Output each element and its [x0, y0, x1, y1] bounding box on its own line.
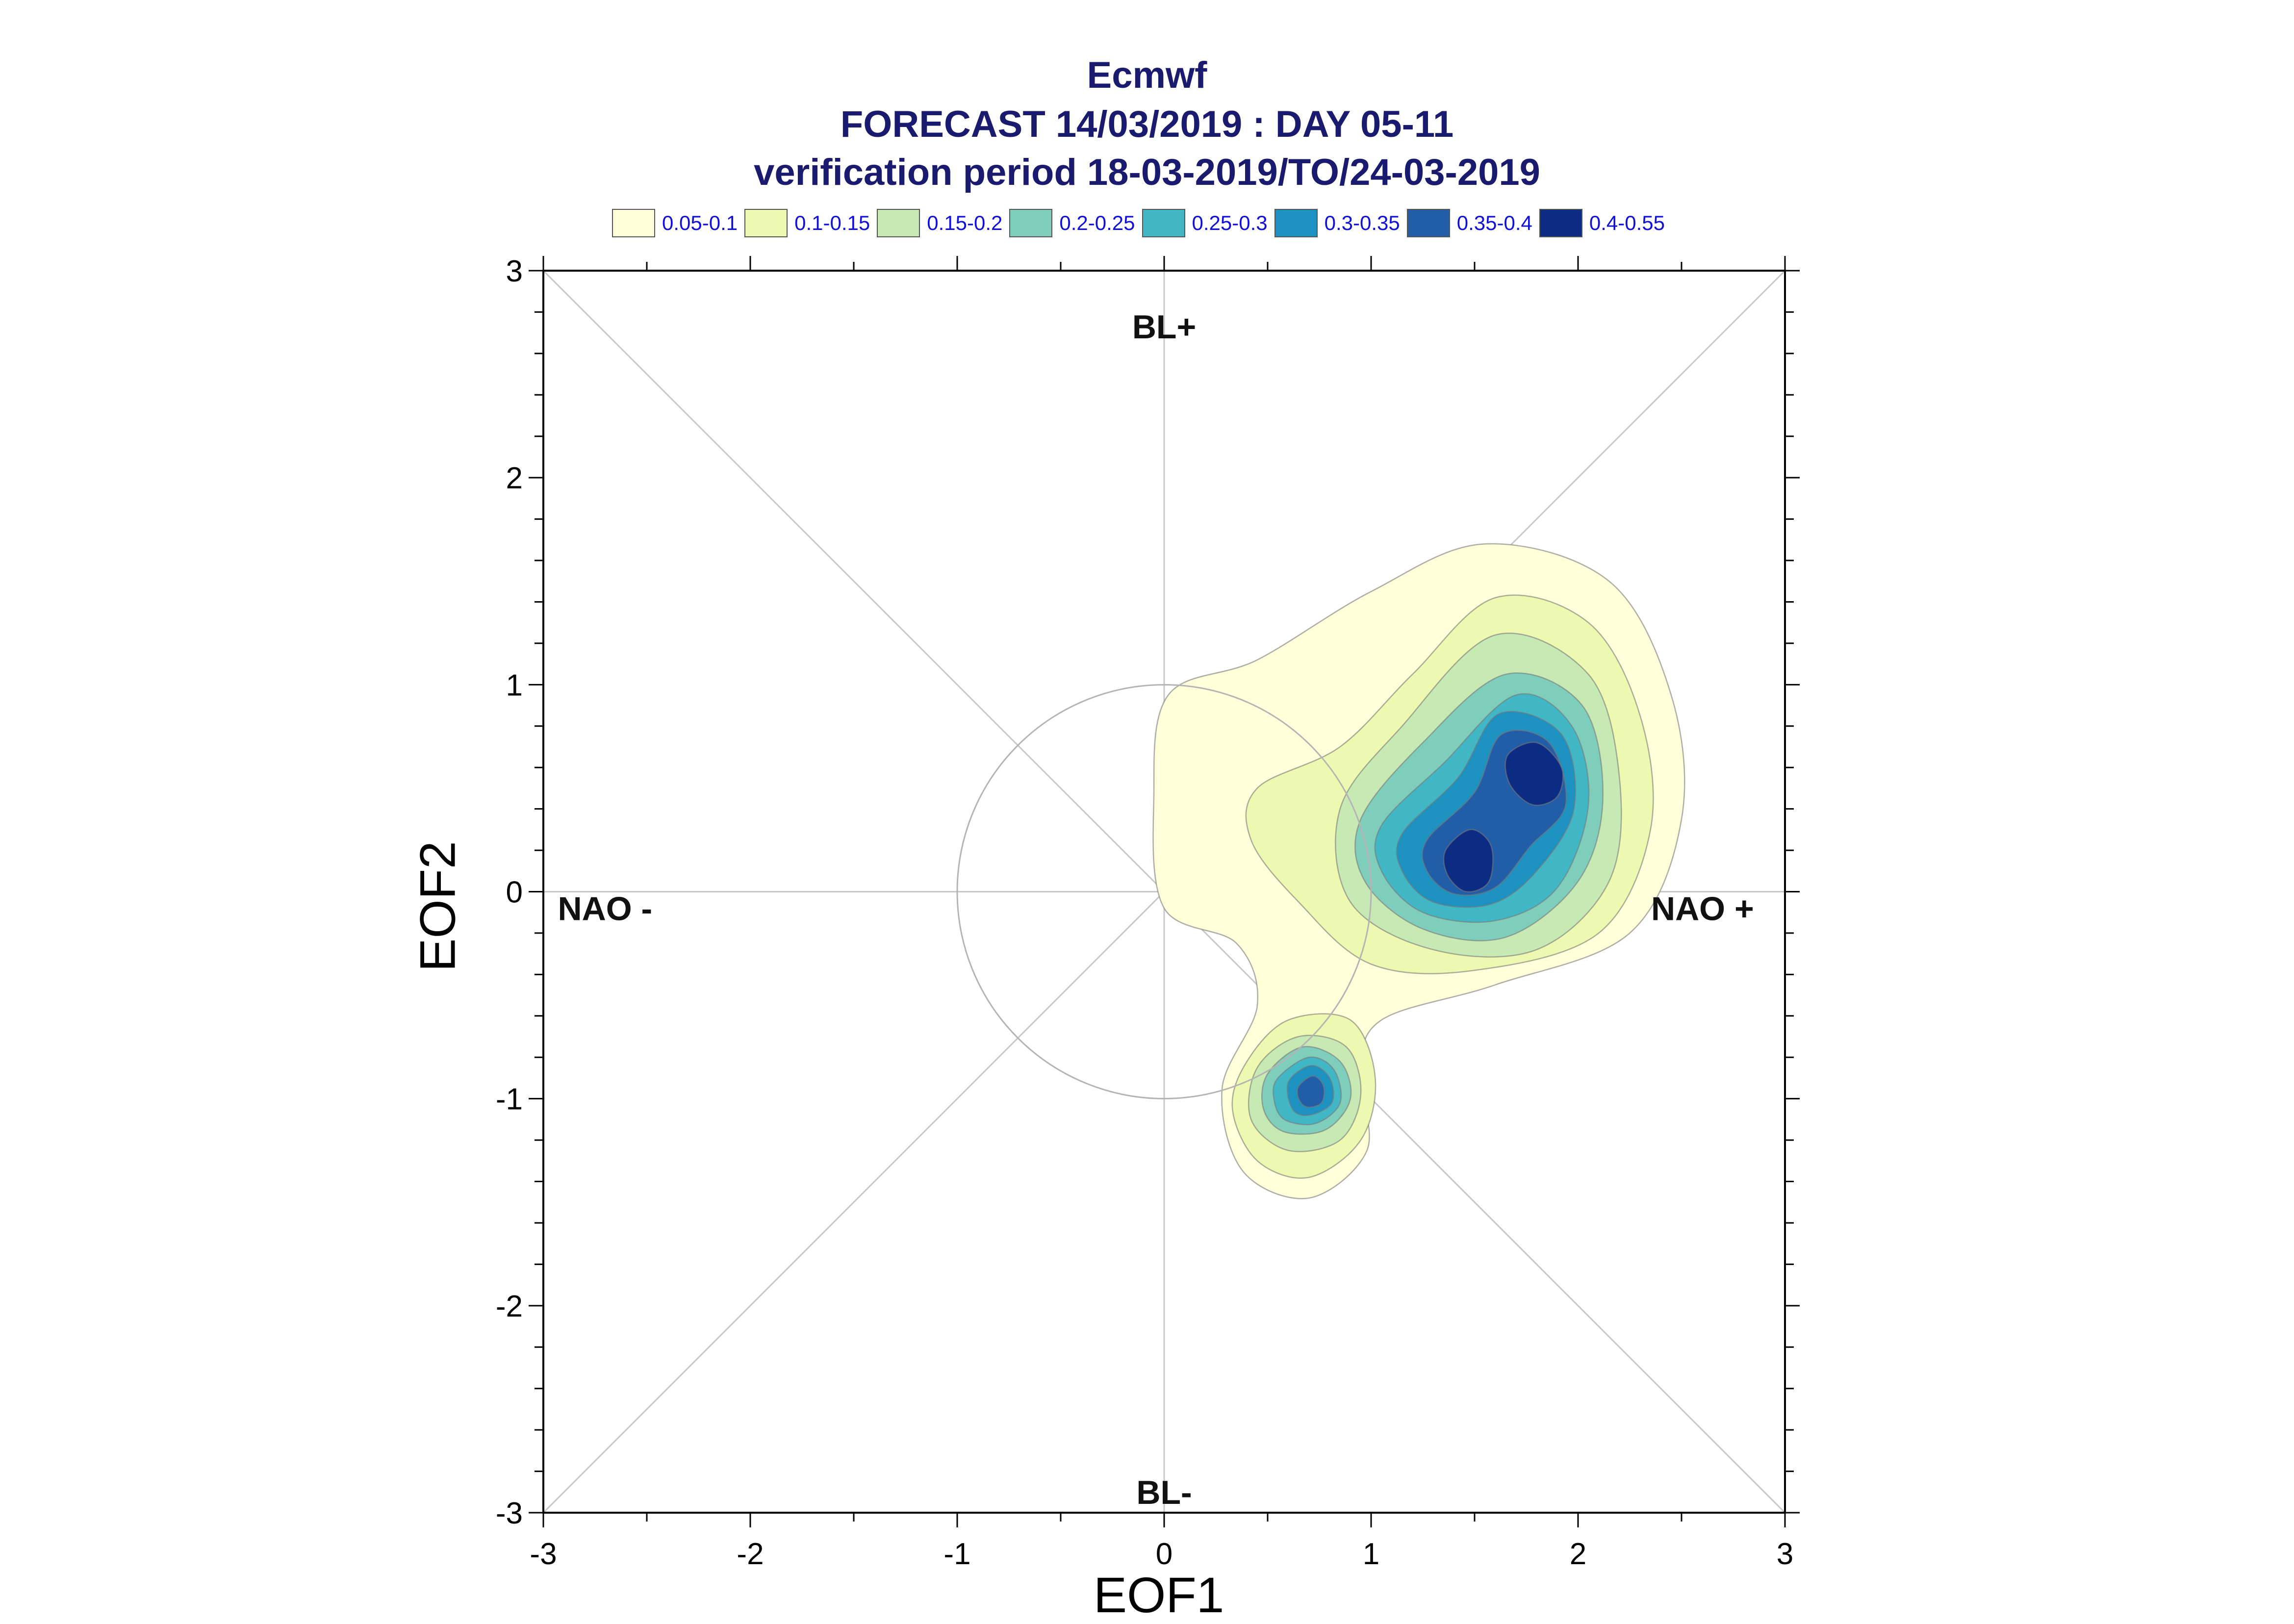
y-tick-label: -1	[496, 1083, 523, 1116]
legend-swatch	[1406, 209, 1450, 237]
density-contour	[1297, 1075, 1325, 1108]
legend-swatch	[1539, 209, 1582, 237]
legend-swatch	[1142, 209, 1185, 237]
legend-swatch	[612, 209, 655, 237]
y-tick-label: -3	[496, 1497, 523, 1530]
x-tick-label: 3	[1777, 1537, 1793, 1571]
regime-label-left: NAO -	[558, 890, 653, 927]
legend-item: 0.35-0.4	[1406, 209, 1532, 237]
title-line-1: Ecmwf	[1087, 54, 1207, 96]
legend-swatch	[1009, 209, 1053, 237]
legend-item: 0.15-0.2	[877, 209, 1002, 237]
legend-label: 0.25-0.3	[1192, 211, 1268, 234]
legend-swatch	[877, 209, 920, 237]
legend-label: 0.35-0.4	[1456, 211, 1532, 234]
regime-label-bottom: BL-	[1136, 1474, 1192, 1511]
y-tick-label: 1	[506, 668, 523, 702]
legend-item: 0.2-0.25	[1009, 209, 1135, 237]
density-contour	[1504, 741, 1564, 806]
legend-item: 0.3-0.35	[1274, 209, 1400, 237]
legend-label: 0.05-0.1	[662, 211, 738, 234]
legend-item: 0.05-0.1	[612, 209, 738, 237]
regime-label-top: BL+	[1132, 308, 1196, 346]
legend-label: 0.2-0.25	[1059, 211, 1135, 234]
title-line-3: verification period 18-03-2019/TO/24-03-…	[754, 152, 1540, 193]
regime-label-right: NAO +	[1651, 890, 1754, 927]
x-tick-label: 1	[1363, 1537, 1379, 1571]
y-axis-title: EOF2	[409, 841, 466, 972]
x-tick-label: -1	[943, 1537, 970, 1571]
legend-item: 0.1-0.15	[744, 209, 870, 237]
legend-item: 0.25-0.3	[1142, 209, 1268, 237]
x-tick-label: -2	[737, 1537, 764, 1571]
density-contour	[1443, 829, 1494, 893]
y-tick-label: 2	[506, 461, 523, 495]
x-tick-label: 0	[1156, 1537, 1172, 1571]
legend-swatch	[744, 209, 788, 237]
legend-label: 0.15-0.2	[927, 211, 1003, 234]
x-tick-label: -3	[530, 1537, 557, 1571]
legend-label: 0.1-0.15	[794, 211, 870, 234]
unit-circle	[956, 684, 1372, 1099]
legend-label: 0.4-0.55	[1589, 211, 1665, 234]
legend-swatch	[1274, 209, 1318, 237]
legend-item: 0.4-0.55	[1539, 209, 1665, 237]
legend-label: 0.3-0.35	[1324, 211, 1400, 234]
legend: 0.05-0.1 0.1-0.15 0.15-0.2 0.2-0.25 0.25…	[612, 207, 1672, 239]
y-tick-label: -2	[496, 1290, 523, 1323]
x-tick-label: 2	[1570, 1537, 1586, 1571]
title-line-2: FORECAST 14/03/2019 : DAY 05-11	[840, 103, 1454, 145]
y-tick-label: 3	[506, 254, 523, 288]
x-axis-title: EOF1	[1094, 1567, 1224, 1623]
y-tick-label: 0	[506, 876, 523, 910]
